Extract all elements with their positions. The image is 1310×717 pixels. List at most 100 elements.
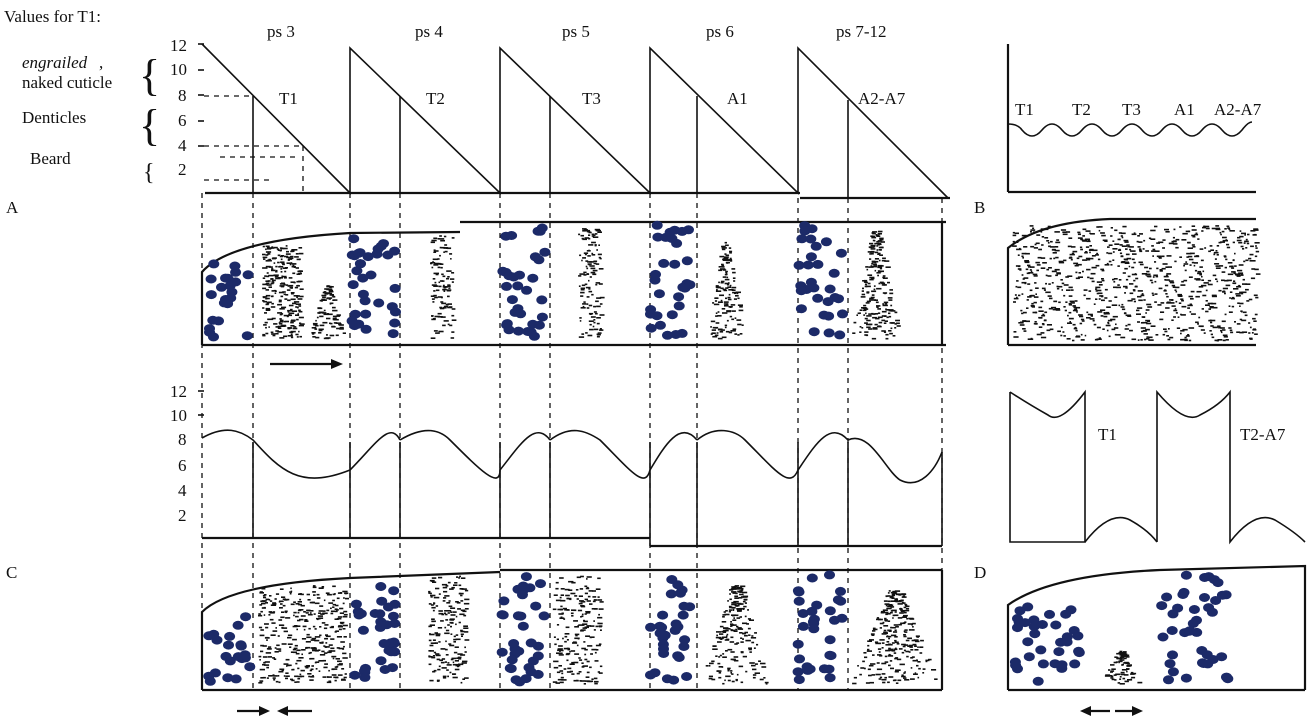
beard-stipple (731, 310, 736, 312)
beard-stipple (263, 614, 266, 616)
beard-stipple (328, 669, 330, 672)
beard-stipple (744, 631, 748, 634)
denticle-dot (538, 611, 550, 621)
beard-stipple (731, 289, 736, 291)
beard-stipple (279, 249, 282, 252)
beard-stipple (273, 323, 278, 325)
beard-stipple (1201, 230, 1204, 232)
beard-stipple (333, 676, 338, 679)
beard-stipple (888, 676, 894, 678)
panel-letter-b: B (974, 198, 985, 217)
beard-stipple (280, 603, 283, 605)
beard-stipple (1037, 256, 1042, 259)
beard-stipple (1054, 249, 1060, 252)
denticle-dot (820, 237, 832, 247)
beard-stipple (907, 645, 912, 647)
brace-denticles: { (139, 101, 160, 150)
beard-stipple (870, 244, 876, 247)
beard-stipple (269, 618, 274, 621)
beard-stipple (726, 310, 732, 312)
beard-stipple (728, 609, 733, 611)
beard-stipple (887, 600, 891, 603)
beard-stipple (725, 675, 731, 678)
beard-stipple (586, 296, 590, 298)
beard-stipple (1031, 302, 1034, 305)
beard-stipple (1183, 264, 1185, 267)
beard-stipple (1232, 282, 1237, 284)
beard-stipple (447, 662, 450, 664)
beard-stipple (734, 659, 739, 662)
beard-stipple (598, 613, 600, 616)
beard-stipple (1166, 301, 1171, 304)
beard-stipple (1079, 322, 1083, 325)
beard-stipple (1058, 260, 1064, 263)
beard-stipple (595, 300, 599, 303)
beard-stipple (299, 288, 304, 290)
beard-stipple (1079, 246, 1083, 249)
a-ytick-8: 8 (178, 86, 187, 105)
beard-stipple (736, 292, 739, 295)
beard-stipple (726, 283, 730, 286)
beard-stipple (316, 316, 319, 319)
denticle-dot (683, 225, 694, 235)
beard-stipple (450, 337, 455, 339)
beard-stipple (300, 604, 305, 607)
beard-stipple (266, 284, 272, 286)
beard-stipple (314, 639, 320, 642)
beard-stipple (279, 323, 283, 325)
beard-stipple (293, 611, 297, 614)
beard-stipple (576, 598, 579, 600)
beard-stipple (310, 639, 316, 641)
beard-stipple (1053, 257, 1056, 260)
beard-stipple (732, 277, 736, 279)
beard-stipple (589, 328, 594, 331)
beard-stipple (726, 319, 729, 322)
beard-stipple (919, 652, 923, 654)
beard-stipple (306, 593, 310, 596)
beard-stipple (738, 597, 743, 599)
beard-stipple (285, 294, 289, 296)
beard-stipple (1147, 320, 1150, 322)
beard-stipple (596, 322, 600, 325)
beard-stipple (1074, 326, 1077, 329)
beard-stipple (1255, 250, 1260, 253)
beard-stipple (585, 587, 590, 590)
beard-stipple (736, 586, 743, 589)
beard-stipple (259, 604, 263, 606)
beard-stipple (888, 315, 892, 318)
beard-stipple (271, 295, 274, 297)
denticle-dot (795, 304, 807, 314)
beard-stipple (884, 260, 890, 262)
beard-stipple (558, 665, 562, 667)
beard-stipple (1248, 257, 1252, 260)
beard-stipple (316, 324, 319, 327)
denticle-dot (517, 590, 528, 600)
beard-stipple (285, 611, 288, 614)
beard-stipple (1120, 235, 1123, 237)
beard-stipple (332, 657, 335, 660)
beard-stipple (579, 680, 582, 682)
beard-stipple (428, 625, 432, 628)
denticle-dot (684, 280, 696, 290)
denticle-dot (665, 589, 677, 599)
beard-stipple (1154, 250, 1160, 252)
beard-stipple (1185, 261, 1188, 263)
beard-stipple (581, 615, 584, 618)
beard-stipple (282, 267, 287, 269)
beard-stipple (723, 289, 728, 292)
beard-stipple (321, 298, 326, 301)
beard-stipple (595, 282, 601, 284)
denticle-dot (381, 620, 393, 630)
beard-stipple (1156, 242, 1160, 244)
beard-stipple (1068, 286, 1073, 289)
beard-stipple (262, 245, 265, 248)
denticle-dot (362, 252, 374, 262)
beard-stipple (439, 254, 441, 257)
beard-stipple (284, 277, 287, 279)
beard-stipple (1058, 261, 1065, 264)
beard-stipple (1245, 259, 1249, 262)
denticle-dot (1166, 626, 1178, 635)
beard-stipple (289, 646, 292, 648)
beard-stipple (1089, 232, 1091, 235)
beard-stipple (263, 664, 270, 666)
